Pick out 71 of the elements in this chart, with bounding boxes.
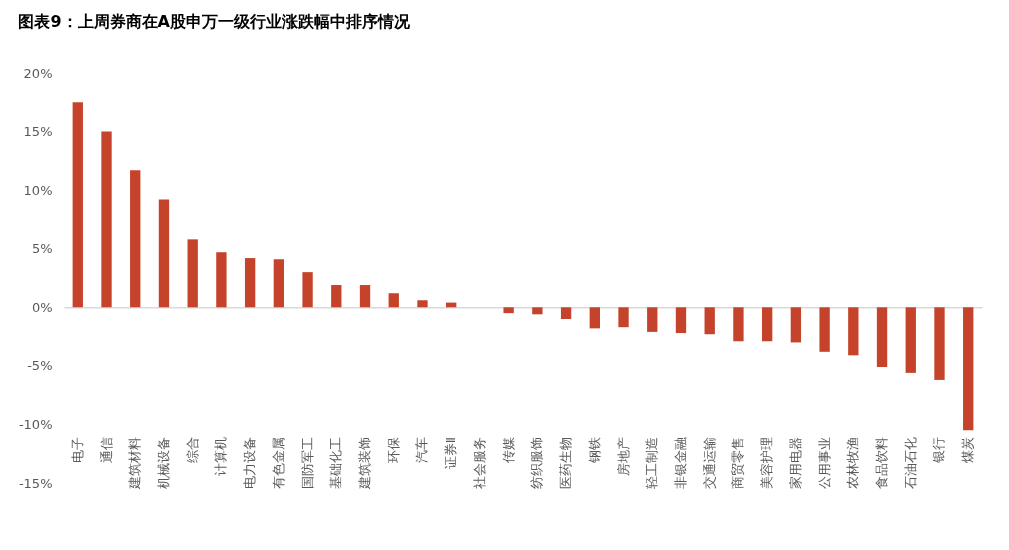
bar [158,199,170,308]
x-tick-label: 公用事业 [816,436,832,489]
x-tick-label: 医药生物 [558,436,574,489]
bar [905,307,916,373]
x-tick-label: 证券Ⅱ [443,436,459,470]
y-tick-label: 15% [23,124,53,140]
x-tick-label: 电力设备 [242,436,258,489]
x-tick-label: 通信 [98,436,114,463]
bar [532,307,543,315]
y-tick-label: 10% [23,182,53,198]
x-tick-label: 有色金属 [270,436,286,489]
bar [503,307,514,314]
y-tick-label: -10% [18,416,53,432]
x-tick-label: 电子 [69,436,85,463]
x-tick-label: 交通运输 [701,436,717,489]
x-tick-label: 商贸零售 [730,436,746,489]
x-tick-label: 煤炭 [960,436,976,463]
y-tick-label: 20% [23,65,53,81]
bar [101,131,112,308]
x-tick-label: 建筑装饰 [357,436,373,490]
y-tick-label: 0% [31,299,53,315]
bar [589,307,600,329]
x-tick-label: 非银金融 [672,436,688,489]
x-tick-label: 国防军工 [299,436,315,489]
x-tick-label: 石油石化 [902,436,918,489]
x-tick-label: 美容护理 [759,436,775,489]
bar [359,285,371,308]
x-tick-label: 家用电器 [787,436,803,489]
bar [647,307,658,332]
bar [733,307,744,342]
chart-title: 图表9：上周券商在A股申万一级行业涨跌幅中排序情况 [18,12,411,31]
bar [302,272,313,308]
bar [848,307,859,356]
x-tick-label: 银行 [931,436,947,464]
bar [560,307,572,319]
bar [790,307,802,343]
bar [963,307,974,431]
bar [244,258,256,308]
bar [187,239,198,308]
x-tick-label: 计算机 [213,436,229,476]
x-tick-label: 社会服务 [471,436,487,489]
bar [876,307,888,368]
x-tick-label: 综合 [184,436,200,463]
x-tick-label: 传媒 [500,436,516,463]
bar [618,307,629,328]
bar [388,293,399,308]
bar [273,259,285,308]
bar [675,307,687,334]
x-tick-label: 汽车 [414,436,430,463]
x-tick-label: 食品饮料 [874,436,890,489]
y-tick-label: -5% [27,358,53,374]
x-tick-label: 机械设备 [155,436,171,489]
bar [216,252,227,308]
x-tick-label: 建筑材料 [127,436,143,490]
x-tick-label: 轻工制造 [644,436,660,489]
bar [704,307,715,335]
bar [130,170,141,308]
y-tick-label: -15% [18,475,53,491]
bar [331,285,342,308]
x-tick-label: 房地产 [615,436,631,476]
x-tick-label: 农林牧渔 [845,436,861,489]
x-tick-label: 钢铁 [586,436,602,464]
x-tick-label: 环保 [385,436,401,463]
y-tick-label: 5% [31,241,53,257]
bar [72,102,83,308]
bar [417,300,428,308]
bar [934,307,945,380]
x-tick-label: 纺织服饰 [529,436,545,489]
bar [819,307,830,352]
x-tick-label: 基础化工 [328,436,344,489]
bar [761,307,773,342]
